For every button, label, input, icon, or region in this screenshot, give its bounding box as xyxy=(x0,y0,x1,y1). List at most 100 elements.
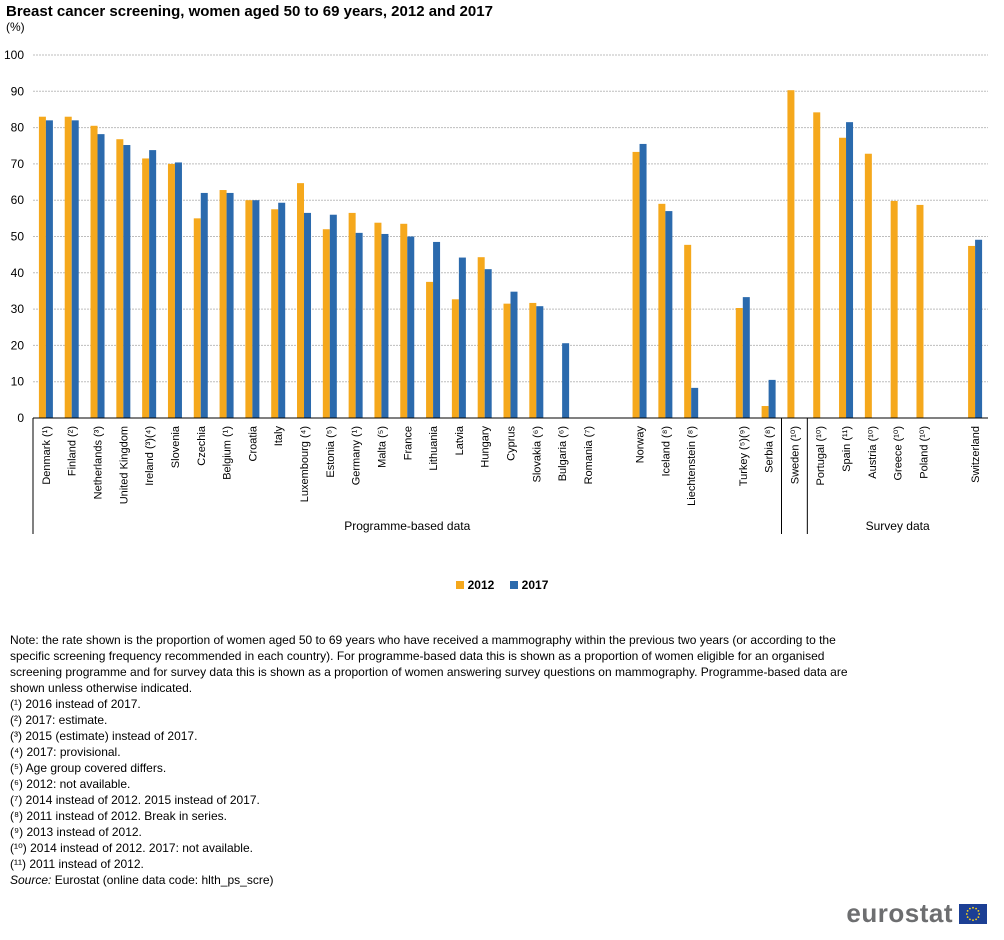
chart-unit-label: (%) xyxy=(6,20,25,34)
x-tick-label: Germany (¹) xyxy=(351,426,363,485)
y-tick-label: 10 xyxy=(11,375,25,389)
bar-2017 xyxy=(846,122,854,418)
note-2: (²) 2017: estimate. xyxy=(10,713,108,727)
bar-2012 xyxy=(38,116,46,419)
bar-2017 xyxy=(123,145,131,419)
source-label: Source: xyxy=(10,873,52,887)
y-tick-label: 40 xyxy=(11,266,25,280)
x-tick-label: Norway xyxy=(635,426,647,464)
note-main: Note: the rate shown is the proportion o… xyxy=(10,633,848,695)
bar-2017 xyxy=(768,379,776,418)
legend: 2012 2017 xyxy=(0,578,1004,592)
x-tick-label: Luxembourg (⁴) xyxy=(299,426,311,502)
bar-2012 xyxy=(839,137,847,418)
bar-2012 xyxy=(348,212,356,418)
x-axis-labels: Denmark (¹) Finland (²) Netherlands (³) Uni… xyxy=(41,425,982,506)
x-tick-label: Ireland (³)(⁴) xyxy=(144,426,156,486)
note-11: (¹¹) 2011 instead of 2012. xyxy=(10,857,144,871)
bar-2012 xyxy=(658,203,666,418)
x-tick-label: Estonia (⁵) xyxy=(325,426,337,478)
bar-2012 xyxy=(968,245,976,418)
bar-2012 xyxy=(632,151,640,418)
x-tick-label: Romania (⁷) xyxy=(583,426,595,484)
source-line: Source: Eurostat (online data code: hlth… xyxy=(10,872,870,888)
note-3: (³) 2015 (estimate) instead of 2017. xyxy=(10,729,198,743)
eu-flag-icon xyxy=(959,903,987,924)
eu-star xyxy=(966,915,969,918)
eu-star xyxy=(969,917,971,920)
bar-2012 xyxy=(142,158,150,418)
x-tick-label: Iceland (⁸) xyxy=(660,426,672,477)
eu-star xyxy=(966,909,969,912)
y-tick-label: 0 xyxy=(17,411,24,425)
y-tick-label: 60 xyxy=(11,193,25,207)
bar-2017 xyxy=(484,269,492,418)
y-tick-label: 50 xyxy=(11,230,25,244)
bar-2012 xyxy=(890,200,898,418)
logo-text: eurostat xyxy=(846,898,953,928)
y-axis-ticks: 0 10 20 30 40 50 60 70 80 90 100 xyxy=(4,48,24,425)
bar-2017 xyxy=(691,387,699,418)
bar-2017 xyxy=(200,192,208,418)
x-tick-label: Belgium (¹) xyxy=(222,426,234,480)
bar-2012 xyxy=(503,303,511,418)
bar-2012 xyxy=(451,299,459,418)
note-8: (⁸) 2011 instead of 2012. Break in serie… xyxy=(10,809,227,823)
bar-2017 xyxy=(639,143,647,418)
eu-star xyxy=(965,912,968,915)
bar-2012 xyxy=(90,125,98,418)
eurostat-logo: eurostat xyxy=(846,898,987,929)
bar-2017 xyxy=(45,120,53,418)
x-tick-label: Austria (¹⁰) xyxy=(867,426,879,479)
x-tick-label: Serbia (⁸) xyxy=(764,426,776,473)
bar-2012 xyxy=(116,139,124,418)
group-label: Programme-based data xyxy=(344,519,470,533)
bar-2012 xyxy=(787,90,795,418)
x-tick-label: Cyprus xyxy=(506,426,518,461)
bar-2017 xyxy=(149,150,157,418)
bar-2012 xyxy=(684,244,692,418)
x-tick-label: Greece (¹⁰) xyxy=(893,426,905,481)
x-tick-label: Denmark (¹) xyxy=(41,426,53,485)
bar-2017 xyxy=(252,200,260,418)
bar-2017 xyxy=(458,257,466,418)
y-tick-label: 80 xyxy=(11,121,25,135)
legend-label-2012: 2012 xyxy=(467,578,495,592)
eu-star xyxy=(977,915,980,918)
x-tick-label: Italy xyxy=(273,426,285,447)
x-tick-label: Latvia xyxy=(454,425,466,455)
note-10: (¹⁰) 2014 instead of 2012. 2017: not ava… xyxy=(10,841,253,855)
bar-2017 xyxy=(381,233,389,418)
bar-2012 xyxy=(219,190,227,418)
bar-2017 xyxy=(975,239,983,418)
bar-2017 xyxy=(71,120,79,418)
bar-2012 xyxy=(529,302,537,418)
note-9: (⁹) 2013 instead of 2012. xyxy=(10,825,142,839)
x-tick-label: Portugal (¹⁰) xyxy=(815,426,827,485)
x-tick-label: France xyxy=(402,426,414,460)
y-tick-label: 90 xyxy=(11,84,25,98)
legend-label-2017: 2017 xyxy=(521,578,549,592)
x-tick-label: Hungary xyxy=(480,426,492,468)
x-tick-label: Slovenia xyxy=(170,425,182,468)
x-tick-label: Bulgaria (⁶) xyxy=(557,426,569,481)
x-tick-label: Malta (⁵) xyxy=(376,426,388,468)
bar-2017 xyxy=(278,202,286,418)
bar-2012 xyxy=(761,406,769,418)
bar-2012 xyxy=(400,223,408,418)
note-6: (⁶) 2012: not available. xyxy=(10,777,131,791)
y-tick-label: 70 xyxy=(11,157,25,171)
legend-item-2012: 2012 xyxy=(455,578,495,592)
eu-star xyxy=(975,917,977,920)
bar-2017 xyxy=(562,343,570,418)
bar-2012 xyxy=(813,112,821,418)
eu-star xyxy=(975,907,977,910)
bar-2012 xyxy=(64,116,72,419)
bar-2017 xyxy=(742,297,750,418)
bar-2012 xyxy=(426,281,434,418)
x-tick-label: Sweden (¹⁰) xyxy=(789,426,801,484)
x-tick-label: Czechia xyxy=(196,425,208,466)
bar-2017 xyxy=(97,134,105,418)
eu-star xyxy=(972,918,974,921)
eu-star xyxy=(978,912,981,915)
